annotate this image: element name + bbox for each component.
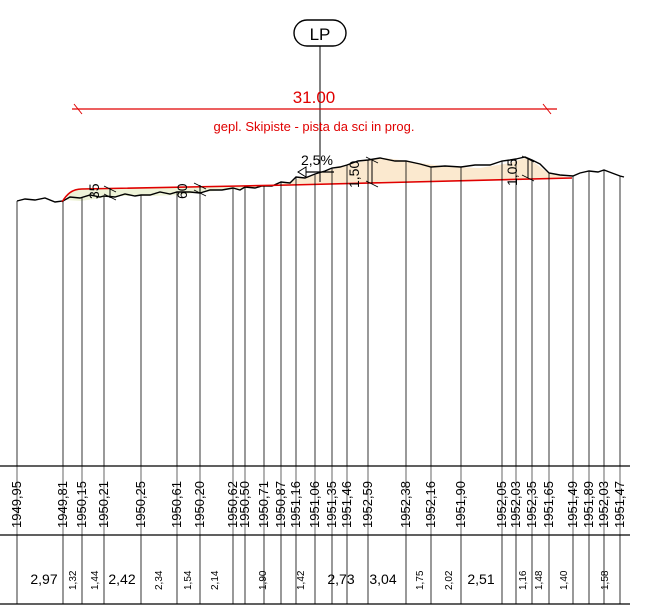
width-dimension-tick-right	[542, 103, 552, 115]
elevation-value: 1951,49	[565, 481, 580, 528]
elevation-value: 1949,95	[9, 481, 24, 528]
elevation-value: 1950,71	[256, 481, 271, 528]
slope-arrow-head	[297, 166, 307, 178]
cut-area-right	[272, 158, 570, 186]
depth-label-4: 1,05	[504, 159, 520, 186]
distance-value: 2,34	[154, 570, 165, 590]
width-dimension-caption: gepl. Skipiste - pista da sci in prog.	[214, 119, 415, 134]
elevation-value: 1950,25	[133, 481, 148, 528]
distance-value: 1,16	[518, 570, 529, 590]
distance-value: 2,02	[444, 570, 455, 590]
elevation-value: 1951,47	[612, 481, 627, 528]
distance-value: 2,14	[210, 570, 221, 590]
elevation-value: 1950,62	[225, 481, 240, 528]
elevation-value: 1950,61	[169, 481, 184, 528]
depth-label-3: 1,50	[346, 161, 362, 188]
elevation-value: 1952,35	[524, 481, 539, 528]
distance-value: 1,75	[415, 570, 426, 590]
elevation-value: 1949,81	[55, 481, 70, 528]
width-dimension-tick-left	[73, 103, 83, 115]
elevation-value: 1950,50	[237, 481, 252, 528]
elevation-value: 1950,20	[192, 481, 207, 528]
slope-label: 2,5%	[301, 152, 333, 168]
distance-value: 1,58	[600, 570, 611, 590]
width-dimension-value: 31.00	[293, 88, 336, 107]
depth-marker-1: 35	[86, 183, 117, 201]
elevation-value: 1952,16	[423, 481, 438, 528]
distance-value: 3,04	[369, 571, 396, 587]
elevation-value: 1951,46	[339, 481, 354, 528]
elevation-value: 1951,89	[581, 481, 596, 528]
elevation-value: 1951,16	[288, 481, 303, 528]
distance-value: 1,54	[183, 570, 194, 590]
elevation-value: 1950,15	[74, 481, 89, 528]
distance-value: 1,90	[258, 570, 269, 590]
elevation-value: 1951,65	[541, 481, 556, 528]
existing-ground-line	[16, 156, 625, 203]
depth-marker-3: 1,50	[346, 156, 379, 188]
distance-value: 2,73	[327, 571, 354, 587]
elevation-value: 1952,03	[596, 481, 611, 528]
elevation-value: 1951,06	[307, 481, 322, 528]
depth-label-2: 60	[174, 183, 190, 199]
design-grade-line	[61, 177, 573, 203]
distance-value: 1,40	[559, 570, 570, 590]
elevation-value: 1952,38	[398, 481, 413, 528]
distance-value: 1,42	[296, 570, 307, 590]
distance-row: 2,97 1,32 1,44 2,42 2,34 1,54 2,14 1,90 1,42 2,73…	[16, 535, 621, 604]
elevation-value: 1951,35	[324, 481, 339, 528]
elevation-value: 1950,87	[273, 481, 288, 528]
distance-value: 1,44	[90, 570, 101, 590]
distance-value: 2,51	[467, 571, 494, 587]
depth-label-1: 35	[86, 183, 102, 199]
elevation-value: 1952,03	[508, 481, 523, 528]
depth-marker-4: 1,05	[504, 155, 535, 186]
distance-value: 2,97	[30, 571, 57, 587]
station-lines	[16, 159, 621, 466]
elevation-value: 1951,90	[453, 481, 468, 528]
distance-value: 2,42	[108, 571, 135, 587]
distance-value: 1,48	[534, 570, 545, 590]
elevation-value: 1952,05	[494, 481, 509, 528]
lp-marker-label: LP	[310, 25, 331, 44]
elevation-value: 1952,59	[360, 481, 375, 528]
depth-marker-2: 60	[174, 182, 207, 199]
distance-value: 1,32	[68, 570, 79, 590]
elevation-value: 1950,21	[96, 481, 111, 528]
elevation-row: 1949,95 1949,81 1950,15 1950,21 1950,25 1950,…	[9, 466, 627, 535]
